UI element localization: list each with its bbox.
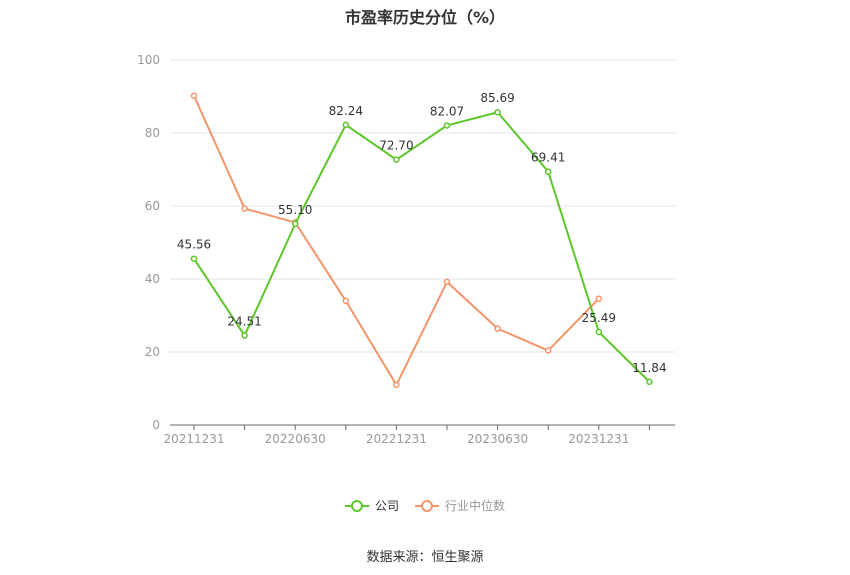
data-point-1[interactable] [494, 325, 501, 332]
data-label: 25.49 [582, 311, 616, 325]
source-note: 数据来源：恒生聚源 [366, 550, 484, 565]
y-tick-label: 20 [145, 345, 160, 359]
data-point-0[interactable] [241, 332, 248, 339]
x-tick-label: 20220630 [265, 432, 326, 446]
data-label: 82.24 [329, 104, 363, 118]
y-tick-label: 100 [137, 53, 160, 67]
data-point-0[interactable] [342, 121, 350, 129]
legend-item-1[interactable]: 行业中位数 [415, 497, 505, 514]
data-point-0[interactable] [190, 255, 198, 262]
data-point-1[interactable] [393, 381, 400, 389]
series-layer [190, 92, 653, 389]
data-point-1[interactable] [544, 347, 552, 354]
legend: 公司 行业中位数 [0, 497, 850, 514]
x-tick-label: 20230630 [467, 432, 528, 446]
label-layer: 45.56 24.51 55.10 82.24 72.70 82.07 85.69 69.41… [177, 91, 667, 375]
legend-swatch-icon [415, 499, 439, 512]
data-label: 24.51 [227, 315, 261, 329]
data-point-0[interactable] [595, 328, 603, 336]
data-label: 11.84 [632, 361, 666, 375]
axis-layer: 0 20 40 60 80 100 20211231 20220630 20221231 2023… [137, 53, 675, 446]
legend-swatch-icon [344, 499, 369, 512]
grid-layer [170, 59, 675, 353]
data-label: 85.69 [480, 91, 514, 105]
data-point-1[interactable] [595, 295, 603, 302]
data-label: 55.10 [278, 203, 312, 217]
y-tick-label: 60 [145, 199, 160, 213]
legend-label: 行业中位数 [445, 499, 506, 513]
y-tick-label: 40 [145, 272, 160, 286]
data-point-0[interactable] [646, 378, 653, 386]
data-point-0[interactable] [443, 122, 451, 129]
data-point-0[interactable] [544, 168, 552, 175]
chart-title: 市盈率历史分位（%） [344, 8, 506, 27]
x-tick-label: 20221231 [366, 432, 427, 446]
x-tick-label: 20211231 [163, 432, 224, 446]
data-label: 69.41 [531, 151, 565, 165]
series-line-0 [193, 111, 651, 383]
x-tick-label: 20231231 [568, 432, 629, 446]
y-tick-label: 80 [145, 126, 160, 140]
data-point-1[interactable] [443, 278, 451, 286]
data-point-1[interactable] [241, 205, 248, 212]
data-point-0[interactable] [494, 108, 501, 116]
legend-label: 公司 [374, 499, 399, 513]
data-label: 45.56 [177, 238, 211, 252]
data-point-0[interactable] [291, 220, 299, 228]
data-point-0[interactable] [393, 156, 400, 163]
data-point-1[interactable] [190, 92, 198, 100]
data-label: 82.07 [430, 104, 464, 118]
legend-item-0[interactable]: 公司 [344, 497, 399, 514]
data-label: 72.70 [379, 139, 413, 153]
y-tick-label: 0 [152, 418, 160, 432]
data-point-1[interactable] [342, 297, 350, 305]
